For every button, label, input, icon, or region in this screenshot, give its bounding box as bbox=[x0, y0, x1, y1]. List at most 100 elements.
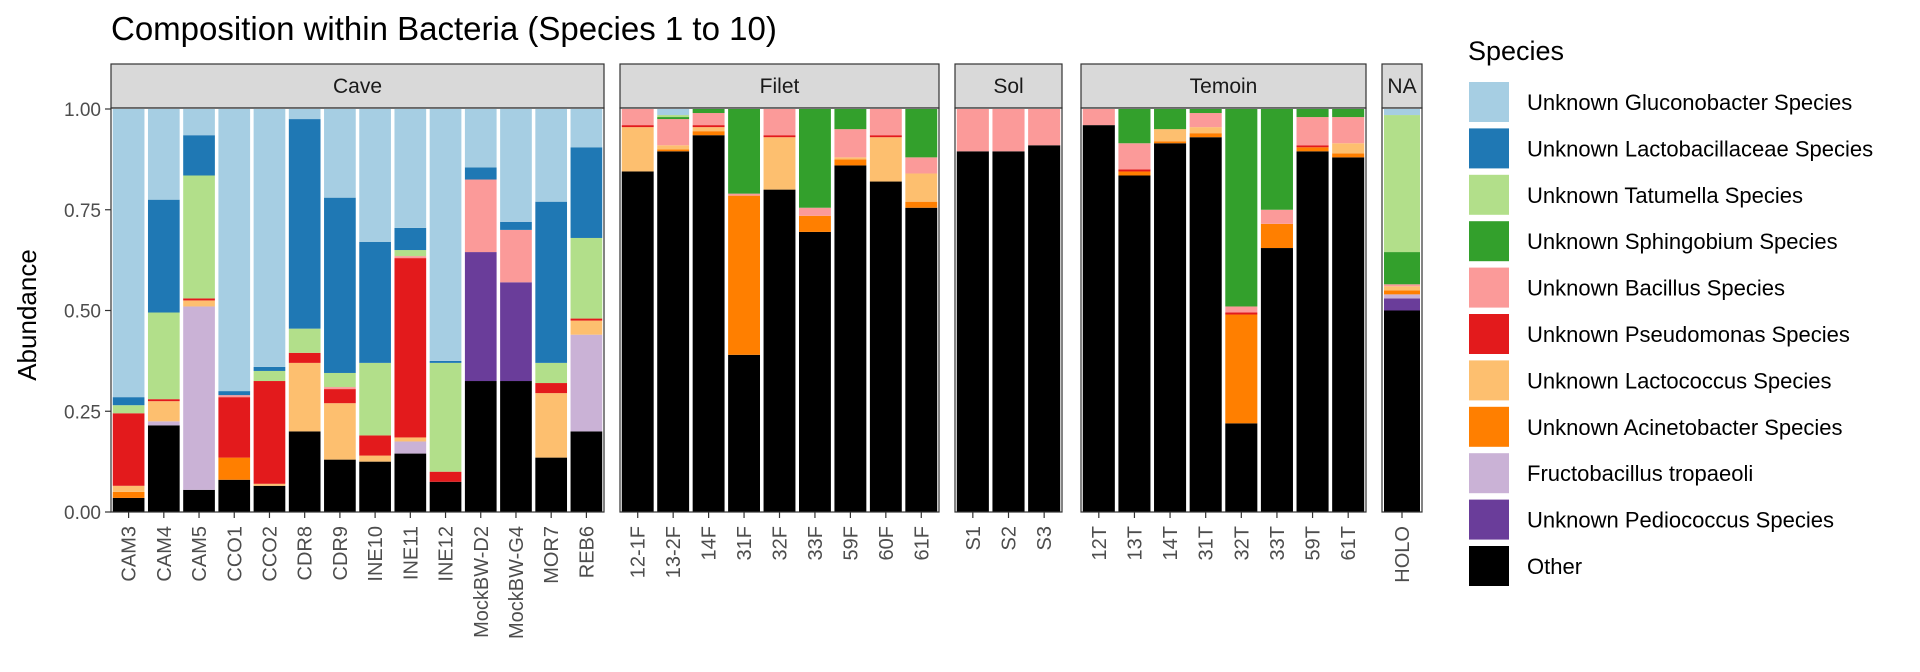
x-tick-label: 59T bbox=[1303, 526, 1325, 560]
bar-segment-other bbox=[1118, 175, 1151, 512]
strip-label: Sol bbox=[993, 75, 1023, 98]
x-tick-label: CDR8 bbox=[295, 526, 317, 580]
legend-item-unknown-pseudomonas-species: Unknown Pseudomonas Species bbox=[1469, 314, 1850, 354]
y-tick-label: 0.00 bbox=[64, 503, 101, 524]
bar-segment-unknown-bacillus-species bbox=[763, 109, 796, 136]
bar-segment-unknown-gluconobacter-species bbox=[570, 109, 603, 148]
bar-segment-unknown-tatumella-species bbox=[147, 312, 180, 400]
bar-segment-unknown-sphingobium-species bbox=[905, 109, 938, 158]
bar-segment-unknown-bacillus-species bbox=[869, 109, 902, 136]
bar-segment-unknown-pseudomonas-species bbox=[1296, 145, 1329, 148]
bar-segment-unknown-bacillus-species bbox=[1332, 117, 1365, 144]
y-tick-label: 0.25 bbox=[64, 402, 101, 423]
bar-segment-unknown-gluconobacter-species bbox=[183, 109, 215, 136]
bar-segment-unknown-bacillus-species bbox=[905, 157, 938, 174]
bar-cco2 bbox=[253, 109, 286, 512]
legend-label: Unknown Lactobacillaceae Species bbox=[1527, 136, 1873, 161]
bar-segment-unknown-lactococcus-species bbox=[359, 455, 391, 462]
bar-segment-unknown-bacillus-species bbox=[657, 119, 690, 146]
bar-segment-unknown-bacillus-species bbox=[728, 193, 761, 196]
bar-cco1 bbox=[218, 109, 251, 512]
bar-61f bbox=[905, 109, 938, 513]
bar-segment-unknown-sphingobium-species bbox=[834, 109, 867, 130]
y-tick-label: 0.75 bbox=[64, 201, 101, 222]
legend-swatch bbox=[1469, 360, 1509, 401]
bar-segment-unknown-lactobacillaceae-species bbox=[218, 391, 251, 396]
bar-segment-unknown-acinetobacter-species bbox=[1296, 147, 1329, 152]
bar-segment-unknown-bacillus-species bbox=[798, 207, 831, 216]
bar-segment-unknown-pseudomonas-species bbox=[324, 389, 356, 404]
bar-segment-unknown-lactococcus-species bbox=[869, 137, 902, 182]
bar-segment-unknown-bacillus-species bbox=[464, 179, 497, 253]
x-tick-label: 31T bbox=[1196, 526, 1218, 560]
bar-segment-unknown-lactococcus-species bbox=[183, 300, 215, 307]
bar-61t bbox=[1332, 109, 1365, 513]
bar-segment-other bbox=[147, 425, 180, 512]
bar-14t bbox=[1154, 109, 1187, 512]
x-tick-label: CAM4 bbox=[154, 526, 176, 582]
bar-segment-unknown-acinetobacter-species bbox=[692, 131, 725, 136]
x-tick-label: 33F bbox=[805, 526, 827, 560]
bar-segment-unknown-lactococcus-species bbox=[905, 173, 938, 202]
bar-segment-unknown-sphingobium-species bbox=[1296, 109, 1329, 118]
bar-59t bbox=[1296, 109, 1329, 512]
x-tick-label: INE10 bbox=[365, 526, 387, 582]
bar-segment-unknown-acinetobacter-species bbox=[1189, 133, 1222, 138]
bar-segment-unknown-gluconobacter-species bbox=[324, 109, 356, 198]
bar-cdr9 bbox=[324, 109, 356, 512]
x-tick-label: 31F bbox=[734, 526, 756, 560]
x-tick-label: S1 bbox=[963, 526, 985, 550]
bar-segment-unknown-gluconobacter-species bbox=[394, 109, 427, 228]
legend-label: Unknown Tatumella Species bbox=[1527, 183, 1803, 208]
bar-segment-unknown-lactococcus-species bbox=[394, 437, 427, 442]
bar-segment-unknown-bacillus-species bbox=[992, 109, 1025, 152]
bar-segment-unknown-bacillus-species bbox=[1189, 113, 1222, 128]
legend-title: Species bbox=[1468, 36, 1564, 66]
bar-segment-unknown-lactobacillaceae-species bbox=[570, 147, 603, 238]
bar-segment-other bbox=[1225, 423, 1258, 512]
bar-segment-other bbox=[429, 481, 462, 512]
bar-segment-unknown-tatumella-species bbox=[324, 372, 356, 388]
bar-segment-other bbox=[1260, 248, 1293, 512]
bar-segment-other bbox=[992, 151, 1025, 512]
bar-segment-unknown-sphingobium-species bbox=[1332, 109, 1365, 118]
bar-mor7 bbox=[535, 109, 568, 512]
bar-segment-unknown-lactococcus-species bbox=[1189, 127, 1222, 134]
bar-segment-unknown-bacillus-species bbox=[1028, 109, 1061, 146]
panel-filet: Filet 12-1F 13-2F 14F 31F 32F 33F 59F 60F 61F bbox=[619, 63, 940, 578]
bar-segment-other bbox=[834, 165, 867, 513]
bar-segment-unknown-pseudomonas-species bbox=[112, 413, 145, 486]
bar-segment-other bbox=[218, 479, 251, 512]
bar-ine11 bbox=[394, 109, 427, 512]
bar-segment-unknown-sphingobium-species bbox=[1154, 109, 1187, 130]
legend: Species Unknown Gluconobacter Species Unk… bbox=[1468, 36, 1873, 586]
bar-segment-other bbox=[692, 135, 725, 512]
bar-mockbw-d2 bbox=[464, 109, 497, 512]
bar-segment-other bbox=[324, 459, 356, 512]
bar-segment-other bbox=[288, 431, 321, 512]
bar-segment-unknown-gluconobacter-species bbox=[218, 109, 251, 392]
bar-segment-fructobacillus-tropaeoli bbox=[570, 334, 603, 432]
y-tick-label: 1.00 bbox=[64, 100, 101, 121]
bar-segment-other bbox=[253, 485, 286, 512]
legend-swatch bbox=[1469, 82, 1509, 122]
bar-segment-unknown-gluconobacter-species bbox=[253, 109, 286, 367]
bar-segment-unknown-gluconobacter-species bbox=[359, 109, 391, 242]
bar-segment-unknown-acinetobacter-species bbox=[1384, 290, 1420, 295]
bar-segment-unknown-lactobacillaceae-species bbox=[288, 119, 321, 329]
bar-segment-unknown-tatumella-species bbox=[657, 115, 690, 118]
bar-14f bbox=[692, 109, 725, 512]
panel-border bbox=[1080, 107, 1367, 513]
panel-border bbox=[1381, 107, 1423, 513]
bar-segment-unknown-bacillus-species bbox=[500, 229, 532, 283]
bar-segment-unknown-lactococcus-species bbox=[1154, 129, 1187, 142]
bar-segment-fructobacillus-tropaeoli bbox=[183, 306, 215, 490]
bar-segment-unknown-tatumella-species bbox=[253, 370, 286, 382]
legend-label: Unknown Pseudomonas Species bbox=[1527, 322, 1850, 347]
bar-segment-other bbox=[728, 354, 761, 512]
bar-segment-unknown-pseudomonas-species bbox=[218, 397, 251, 458]
bar-segment-other bbox=[1296, 151, 1329, 512]
x-tick-label: 13T bbox=[1124, 526, 1146, 560]
legend-swatch bbox=[1469, 453, 1509, 494]
bar-segment-other bbox=[1154, 143, 1187, 512]
